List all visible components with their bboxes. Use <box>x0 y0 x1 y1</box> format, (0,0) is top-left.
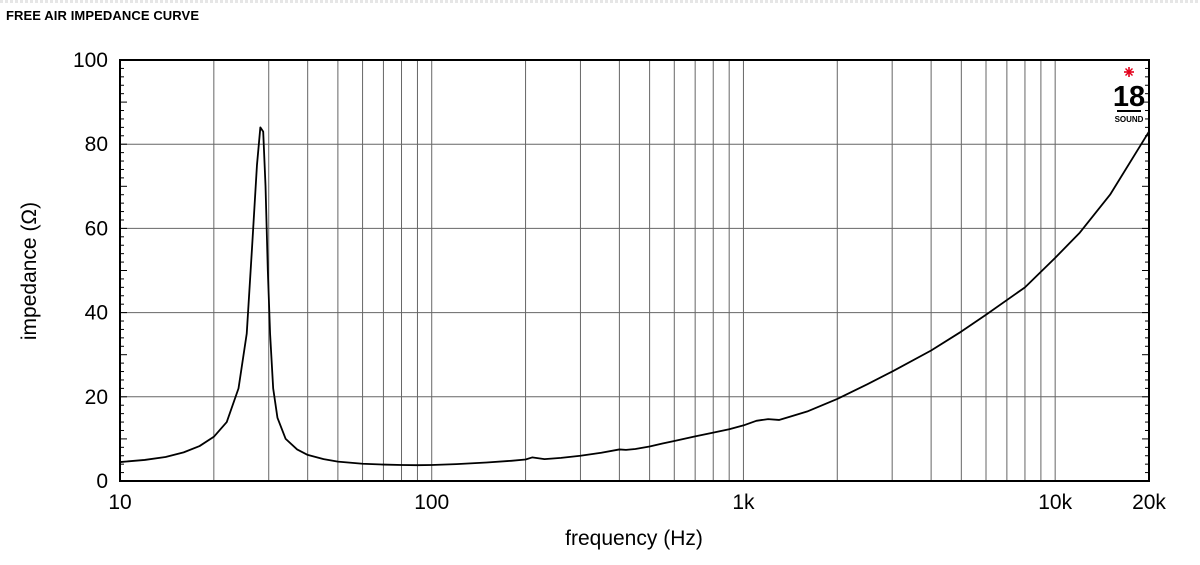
logo-word: SOUND <box>1115 115 1144 124</box>
y-tick-label: 20 <box>85 386 108 409</box>
y-tick-labels: 0 20 40 60 80 100 <box>73 49 108 493</box>
y-tick-label: 0 <box>96 470 108 493</box>
y-tick-label: 100 <box>73 49 108 72</box>
x-tick-label: 20k <box>1132 491 1166 514</box>
vertical-grid <box>213 60 1056 481</box>
x-tick-label: 10 <box>108 491 131 514</box>
brand-logo: 18 SOUND <box>1113 67 1145 124</box>
top-dotted-rule <box>0 0 1200 3</box>
axis-ticks <box>120 59 1149 482</box>
y-axis-label: impedance (Ω) <box>18 202 41 340</box>
y-tick-label: 40 <box>85 302 108 325</box>
x-tick-label: 100 <box>414 491 449 514</box>
logo-number: 18 <box>1113 81 1145 113</box>
star-icon <box>1124 67 1134 77</box>
y-tick-label: 80 <box>85 133 108 156</box>
x-tick-labels: 10 100 1k 10k 20k <box>108 491 1166 514</box>
x-tick-label: 10k <box>1038 491 1072 514</box>
chart-title: FREE AIR IMPEDANCE CURVE <box>6 8 200 23</box>
plot-frame <box>119 59 1150 482</box>
x-tick-label: 1k <box>732 491 755 514</box>
x-axis-label: frequency (Hz) <box>565 527 703 550</box>
impedance-curve <box>119 126 1150 467</box>
y-tick-label: 60 <box>85 217 108 240</box>
horizontal-grid <box>120 143 1149 398</box>
